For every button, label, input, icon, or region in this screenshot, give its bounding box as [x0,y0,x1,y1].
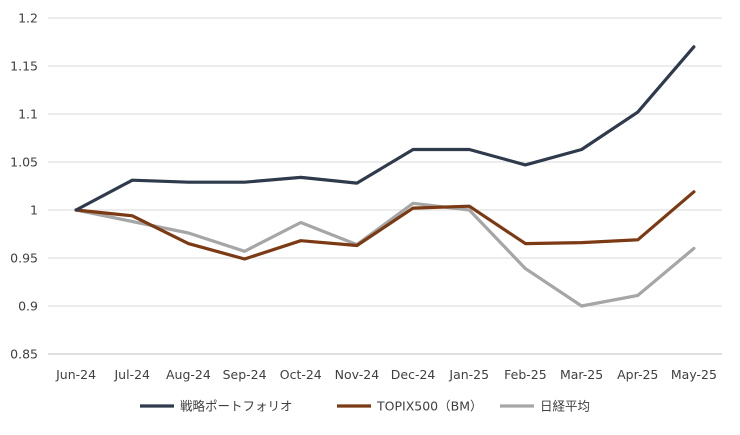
x-tick-label: Oct-24 [280,367,322,382]
y-tick-label: 0.9 [18,299,38,314]
y-tick-label: 1 [30,203,38,218]
x-tick-label: Mar-25 [560,367,603,382]
x-axis-tick-labels: Jun-24 Jul-24 Aug-24 Sep-24 Oct-24 Nov-24 Dec-… [55,367,717,382]
series-line [74,45,696,212]
x-tick-label: Feb-25 [504,367,547,382]
y-tick-label: 1.2 [18,11,38,26]
x-tick-label: Jul-24 [114,367,151,382]
series-line [74,201,696,308]
series-lines [74,45,696,308]
gridlines [48,17,722,355]
x-tick-label: Apr-25 [617,367,658,382]
legend-label: 戦略ポートフォリオ [180,399,293,414]
y-tick-label: 1.1 [18,107,38,122]
x-tick-label: Jun-24 [55,367,96,382]
legend: 戦略ポートフォリオ TOPIX500（BM） 日経平均 [140,399,590,414]
x-tick-label: Jan-25 [448,367,489,382]
x-tick-label: Dec-24 [391,367,436,382]
y-axis-tick-labels: 0.85 0.9 0.95 1 1.05 1.1 1.15 1.2 [10,11,38,362]
legend-label: TOPIX500（BM） [376,399,482,414]
y-tick-label: 0.85 [10,347,38,362]
y-tick-label: 0.95 [10,251,38,266]
x-tick-label: May-25 [671,367,717,382]
x-tick-label: Aug-24 [166,367,211,382]
y-tick-label: 1.15 [10,59,38,74]
y-tick-label: 1.05 [10,155,38,170]
series-line [74,190,696,261]
x-tick-label: Sep-24 [223,367,267,382]
x-tick-label: Nov-24 [335,367,380,382]
legend-label: 日経平均 [540,399,590,414]
